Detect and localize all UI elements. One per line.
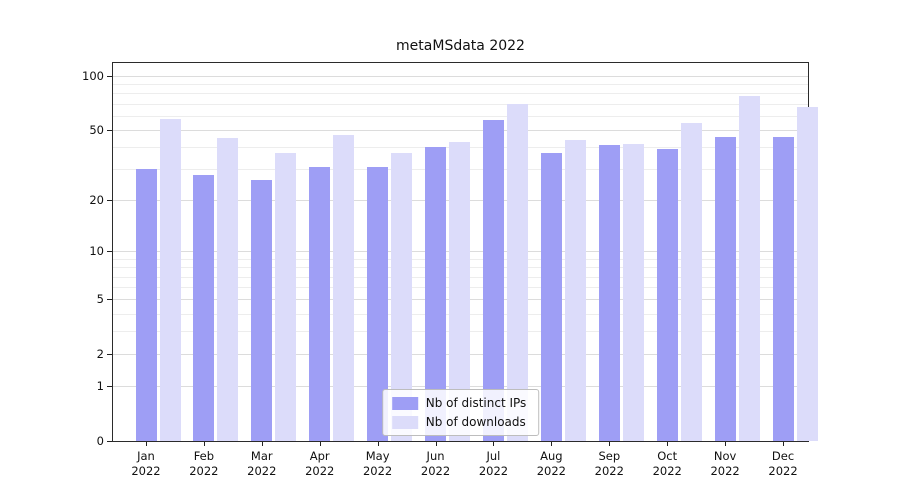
x-tick-label-feb: Feb 2022 xyxy=(189,449,219,478)
x-tick-mark-feb xyxy=(203,442,205,446)
y-tick-mark-100 xyxy=(107,75,112,77)
y-tick-label-2: 2 xyxy=(96,347,104,362)
bar-downloads-jun xyxy=(449,141,470,441)
bar-distinct-ips-jul xyxy=(483,119,504,441)
legend-swatch-distinct-ips xyxy=(391,396,418,410)
gridline-50 xyxy=(113,130,808,131)
y-tick-mark-0 xyxy=(107,441,112,442)
gridline-100 xyxy=(113,76,808,77)
x-tick-mark-sep xyxy=(609,442,611,446)
x-tick-mark-oct xyxy=(667,442,669,446)
bar-downloads-jan xyxy=(159,118,181,441)
legend: Nb of distinct IPs Nb of downloads xyxy=(381,389,540,436)
y-tick-mark-10 xyxy=(107,251,112,253)
x-tick-mark-mar xyxy=(261,442,263,446)
gridline-70 xyxy=(113,103,808,105)
x-tick-label-sep: Sep 2022 xyxy=(594,449,624,478)
x-tick-label-dec: Dec 2022 xyxy=(768,449,798,478)
y-tick-mark-20 xyxy=(107,200,112,202)
bar-distinct-ips-jun xyxy=(425,147,446,441)
legend-item-downloads: Nb of downloads xyxy=(391,415,527,429)
x-tick-mark-apr xyxy=(319,442,321,446)
bar-downloads-apr xyxy=(333,134,355,441)
bar-distinct-ips-may xyxy=(367,166,389,441)
gridline-90 xyxy=(113,84,808,86)
bar-distinct-ips-oct xyxy=(656,149,678,441)
legend-label-downloads: Nb of downloads xyxy=(425,415,526,429)
y-tick-label-50: 50 xyxy=(89,123,104,138)
bar-downloads-sep xyxy=(622,143,644,441)
y-tick-label-100: 100 xyxy=(82,68,104,83)
y-tick-mark-1 xyxy=(107,386,112,388)
x-tick-label-nov: Nov 2022 xyxy=(710,449,740,478)
x-tick-label-apr: Apr 2022 xyxy=(305,449,335,478)
bar-distinct-ips-nov xyxy=(714,136,736,441)
bar-downloads-aug xyxy=(564,139,586,441)
bar-downloads-nov xyxy=(738,96,760,441)
chart-title: metaMSdata 2022 xyxy=(396,38,525,54)
y-tick-label-5: 5 xyxy=(96,292,104,307)
y-tick-mark-50 xyxy=(107,130,112,132)
x-tick-mark-jul xyxy=(493,442,495,446)
bar-distinct-ips-feb xyxy=(193,174,215,441)
gridline-80 xyxy=(113,93,808,95)
x-tick-label-may: May 2022 xyxy=(362,449,393,478)
bar-distinct-ips-dec xyxy=(772,136,794,441)
plot-area: Nb of distinct IPs Nb of downloads xyxy=(112,62,818,442)
x-tick-mark-may xyxy=(377,442,379,446)
bar-downloads-may xyxy=(391,153,413,441)
x-tick-label-aug: Aug 2022 xyxy=(536,449,567,478)
y-tick-label-0: 0 xyxy=(96,434,104,448)
bar-distinct-ips-jan xyxy=(135,169,157,441)
y-tick-mark-2 xyxy=(107,354,112,356)
x-tick-label-jul: Jul 2022 xyxy=(478,449,509,478)
y-tick-label-10: 10 xyxy=(89,244,104,259)
bar-downloads-mar xyxy=(275,153,297,441)
x-tick-label-mar: Mar 2022 xyxy=(247,449,277,478)
bar-downloads-oct xyxy=(680,122,702,441)
bar-downloads-jul xyxy=(507,103,528,441)
x-tick-label-jun: Jun 2022 xyxy=(420,449,451,478)
bar-distinct-ips-mar xyxy=(251,180,273,441)
y-tick-mark-5 xyxy=(107,299,112,301)
x-tick-mark-jan xyxy=(145,442,147,446)
x-tick-mark-aug xyxy=(551,442,553,446)
legend-item-distinct-ips: Nb of distinct IPs xyxy=(391,396,527,410)
bar-distinct-ips-apr xyxy=(309,166,331,441)
legend-label-distinct-ips: Nb of distinct IPs xyxy=(425,396,527,410)
bar-distinct-ips-sep xyxy=(598,145,620,441)
x-tick-label-oct: Oct 2022 xyxy=(652,449,682,478)
bars-layer xyxy=(113,63,818,441)
y-tick-label-1: 1 xyxy=(96,379,104,394)
y-tick-label-20: 20 xyxy=(89,193,104,208)
x-tick-mark-nov xyxy=(725,442,727,446)
legend-swatch-downloads xyxy=(391,415,418,429)
x-tick-mark-jun xyxy=(435,442,437,446)
bar-downloads-feb xyxy=(217,138,239,441)
gridline-60 xyxy=(113,115,808,117)
bar-distinct-ips-aug xyxy=(540,153,562,441)
x-tick-mark-dec xyxy=(783,442,785,446)
bar-downloads-dec xyxy=(796,107,818,441)
x-tick-label-jan: Jan 2022 xyxy=(131,449,161,478)
